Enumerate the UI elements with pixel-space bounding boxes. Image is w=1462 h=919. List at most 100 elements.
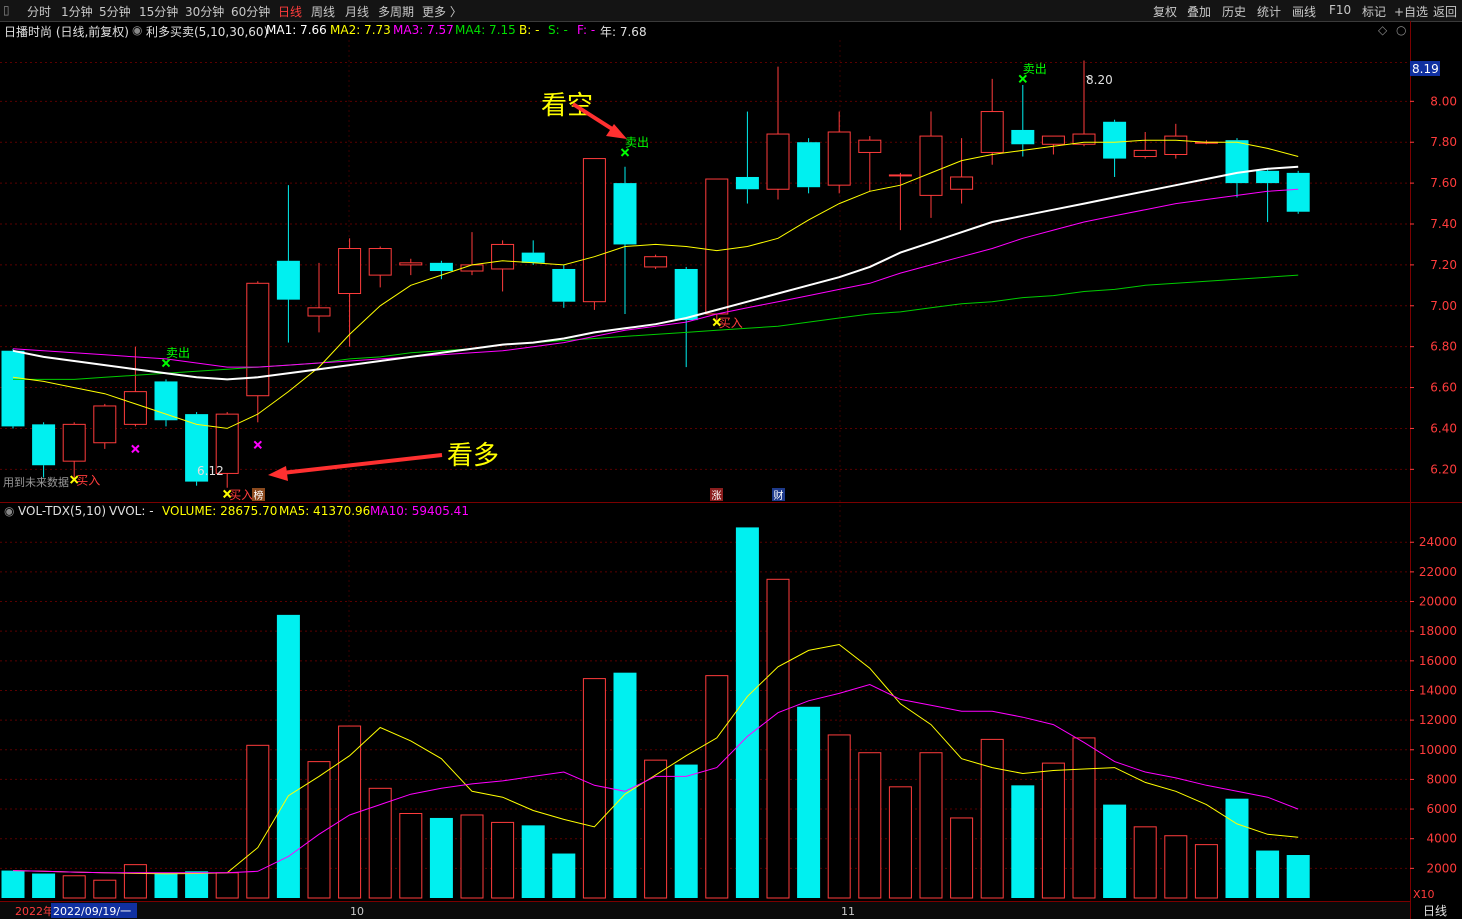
candle-body	[613, 183, 637, 245]
sell-signal-label: 卖出	[166, 346, 190, 360]
history-button[interactable]: 历史	[1222, 5, 1247, 19]
volume-tick-label: 4000	[1426, 832, 1457, 846]
f-value: F: -	[577, 23, 596, 37]
high-price-pointer	[1085, 75, 1092, 80]
volume-bar	[1164, 835, 1188, 899]
volume-bar	[399, 813, 423, 899]
candle-body	[246, 282, 270, 397]
volume-bar	[429, 817, 453, 898]
tab-daily[interactable]: 日线	[278, 5, 303, 19]
window-icon[interactable]: ▯	[3, 3, 10, 17]
volume-bar	[888, 786, 912, 899]
f10-button[interactable]: F10	[1329, 3, 1352, 17]
high-price-label: 8.20	[1086, 73, 1113, 87]
sell-signal-label: 卖出	[625, 135, 649, 149]
candle-body	[858, 139, 882, 153]
volume-bar	[154, 872, 178, 898]
date-axis-bar	[0, 902, 1410, 919]
candle-body	[1133, 149, 1157, 158]
price-tick-label: 6.80	[1430, 340, 1457, 354]
volume-bars	[1, 527, 1310, 899]
volume-bar	[246, 744, 270, 899]
tab-15min[interactable]: 15分钟	[139, 5, 179, 19]
period-label: 日线	[1423, 904, 1447, 918]
back-button[interactable]: 返回	[1433, 5, 1458, 19]
volume-info-bar: ◉ VOL-TDX(5,10) VVOL: - VOLUME: 28675.70…	[0, 503, 1410, 520]
volume-bar	[338, 725, 362, 899]
tab-5min[interactable]: 5分钟	[99, 5, 131, 19]
vol-ma10-value: MA10: 59405.41	[370, 504, 469, 518]
candle-body	[950, 176, 974, 190]
volume-tick-label: 22000	[1419, 565, 1457, 579]
volume-tick-label: 20000	[1419, 595, 1457, 609]
candle-body	[1041, 135, 1065, 145]
candle-body	[735, 176, 759, 190]
candle-body	[1164, 135, 1188, 155]
tab-60min[interactable]: 60分钟	[231, 5, 271, 19]
volume-bar	[919, 752, 943, 899]
volume-bar	[1072, 737, 1096, 899]
diamond-icon[interactable]: ◇	[1378, 23, 1388, 37]
volume-bar	[521, 825, 545, 898]
volume-bar	[276, 614, 300, 898]
buy-signal-mark	[222, 489, 232, 499]
close-icon[interactable]: ○	[1396, 23, 1407, 37]
candle-body	[399, 262, 423, 266]
overlay-button[interactable]: 叠加	[1187, 5, 1212, 19]
price-tick-label: 7.80	[1430, 135, 1457, 149]
volume-bar	[1256, 850, 1280, 898]
price-ma-lines	[12, 139, 1299, 429]
mark-button[interactable]: 标记	[1362, 5, 1387, 19]
add-favorite-button[interactable]: +自选	[1394, 5, 1429, 19]
tab-weekly[interactable]: 周线	[311, 5, 336, 19]
bullish-arrow-head	[268, 466, 288, 481]
volume-tick-label: 24000	[1419, 535, 1457, 549]
volume-bar	[62, 875, 86, 899]
candle-body	[368, 248, 392, 276]
volume-bar	[552, 853, 576, 898]
draw-button[interactable]: 画线	[1292, 5, 1317, 19]
candle-body	[980, 111, 1004, 153]
tab-fenshi[interactable]: 分时	[27, 5, 52, 19]
price-tick-label: 7.00	[1430, 299, 1457, 313]
adjust-button[interactable]: 复权	[1153, 5, 1178, 19]
candle-body	[705, 178, 729, 315]
volume-toggle-icon[interactable]: ◉	[4, 504, 15, 518]
tab-multi-period[interactable]: 多周期	[378, 5, 415, 19]
volume-bar	[950, 817, 974, 899]
badge-cai[interactable]	[772, 488, 785, 501]
tab-1min[interactable]: 1分钟	[61, 5, 93, 19]
volume-bar	[1103, 804, 1127, 898]
stats-button[interactable]: 统计	[1257, 5, 1282, 19]
candle-body	[93, 405, 117, 444]
ma3-value: MA3: 7.57	[393, 23, 454, 37]
indicator-info-bar: 日播时尚 (日线,前复权) ◉ 利多买卖(5,10,30,60) MA1: 7.…	[0, 22, 1410, 39]
badge-zhang[interactable]	[710, 488, 723, 501]
tab-30min[interactable]: 30分钟	[185, 5, 225, 19]
signal-stroke	[161, 358, 171, 368]
volume-tick-label: 18000	[1419, 624, 1457, 638]
buy-signal-label: 买入	[719, 316, 743, 330]
volume-ma10-line	[12, 683, 1299, 874]
buy-signal-label: 买入	[76, 474, 100, 488]
candlesticks	[1, 60, 1310, 488]
volume-bar	[797, 706, 821, 898]
indicator-name[interactable]: 利多买卖(5,10,30,60)	[146, 25, 269, 39]
volume-tick-label: 14000	[1419, 683, 1457, 697]
candle-body	[1011, 129, 1035, 145]
date-label-oct: 10	[350, 905, 364, 918]
badge-zhang-label: 涨	[712, 490, 722, 502]
date-label-cursor: 2022/09/19/一	[53, 905, 131, 918]
candle-body	[62, 423, 86, 462]
tab-more[interactable]: 更多 〉	[422, 5, 462, 19]
badge-bang[interactable]	[252, 488, 265, 501]
tab-monthly[interactable]: 月线	[345, 5, 370, 19]
candle-body	[1, 350, 25, 427]
magenta-signal-mark	[131, 444, 140, 454]
volume-indicator-name[interactable]: VOL-TDX(5,10)	[18, 504, 107, 518]
vvol-value: VVOL: -	[109, 504, 154, 518]
indicator-toggle-icon[interactable]: ◉	[132, 23, 143, 37]
price-tick-label: 7.40	[1430, 217, 1457, 231]
volume-value: VOLUME: 28675.70	[162, 504, 278, 518]
